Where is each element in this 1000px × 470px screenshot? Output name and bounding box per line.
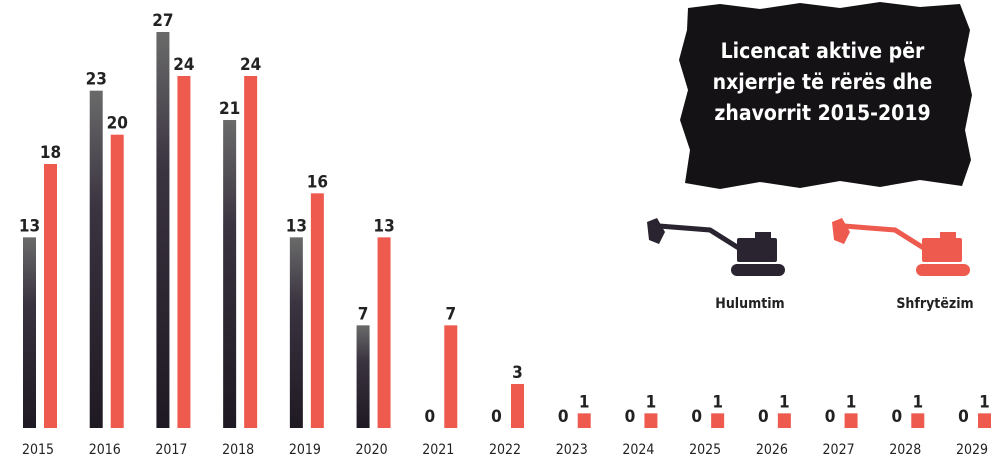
x-tick-label: 2025 <box>689 442 721 458</box>
bar <box>644 413 658 428</box>
x-tick-label: 2021 <box>422 442 454 458</box>
value-label: 13 <box>19 216 40 236</box>
bar <box>356 325 370 428</box>
x-tick-label: 2027 <box>823 442 855 458</box>
value-label: 1 <box>712 392 723 412</box>
value-label: 1 <box>912 392 923 412</box>
bar <box>223 120 237 428</box>
x-tick-label: 2015 <box>22 442 54 458</box>
legend-icon <box>647 218 665 244</box>
bar <box>444 325 458 428</box>
value-label: 0 <box>691 407 702 427</box>
value-label: 1 <box>579 392 590 412</box>
legend-icon <box>940 232 956 244</box>
legend-item: Hulumtim <box>647 218 785 312</box>
value-label: 0 <box>491 407 502 427</box>
legend-icon <box>832 218 850 244</box>
value-label: 1 <box>979 392 990 412</box>
bar <box>23 237 36 428</box>
legend-label: Hulumtim <box>715 296 784 312</box>
x-tick-label: 2026 <box>756 442 788 458</box>
value-label: 27 <box>152 11 173 31</box>
value-label: 0 <box>625 407 636 427</box>
legend-icon <box>843 223 932 255</box>
bar <box>377 237 391 428</box>
bar <box>89 90 103 429</box>
bar <box>777 413 791 428</box>
legend-item: Shfrytëzim <box>832 218 974 312</box>
chart-title: Licencat aktive për nxjerrje të rërës dh… <box>712 39 933 125</box>
value-label: 23 <box>86 70 107 90</box>
bar <box>156 32 170 428</box>
bar <box>177 76 191 428</box>
x-tick-label: 2029 <box>956 442 988 458</box>
value-label: 0 <box>758 407 769 427</box>
value-label: 0 <box>891 407 902 427</box>
bar <box>244 76 258 428</box>
value-label: 21 <box>219 99 240 119</box>
bar <box>289 237 303 428</box>
x-tick-label: 2024 <box>622 442 654 458</box>
legend-icon <box>658 223 747 255</box>
x-tick-label: 2020 <box>356 442 388 458</box>
value-label: 0 <box>825 407 836 427</box>
bar <box>44 164 57 428</box>
legend-icon <box>731 264 785 276</box>
bar <box>844 413 858 428</box>
bar <box>577 413 591 428</box>
x-tick-label: 2017 <box>155 442 187 458</box>
value-label: 0 <box>424 407 435 427</box>
value-label: 1 <box>646 392 657 412</box>
value-label: 13 <box>286 216 307 236</box>
x-tick-label: 2019 <box>289 442 321 458</box>
value-label: 1 <box>779 392 790 412</box>
value-label: 1 <box>846 392 857 412</box>
x-tick-label: 2028 <box>889 442 921 458</box>
value-label: 16 <box>307 172 328 192</box>
value-label: 0 <box>558 407 569 427</box>
value-label: 7 <box>358 304 369 324</box>
bar <box>911 413 925 428</box>
value-label: 7 <box>445 304 456 324</box>
value-label: 0 <box>958 407 969 427</box>
x-tick-label: 2022 <box>489 442 521 458</box>
bar <box>978 413 991 428</box>
bar <box>711 413 725 428</box>
legend-icon <box>916 264 970 276</box>
value-label: 3 <box>512 363 523 383</box>
bar <box>110 134 124 428</box>
x-tick-label: 2016 <box>89 442 121 458</box>
value-label: 18 <box>40 143 61 163</box>
value-label: 20 <box>107 114 128 134</box>
value-label: 24 <box>173 55 194 75</box>
title-box <box>679 2 972 189</box>
x-tick-label: 2023 <box>556 442 588 458</box>
x-tick-label: 2018 <box>222 442 254 458</box>
value-label: 24 <box>240 55 261 75</box>
value-label: 13 <box>373 216 394 236</box>
legend-icon <box>755 232 771 244</box>
bar <box>310 193 324 428</box>
bar <box>511 384 524 428</box>
legend-label: Shfrytëzim <box>896 296 973 312</box>
